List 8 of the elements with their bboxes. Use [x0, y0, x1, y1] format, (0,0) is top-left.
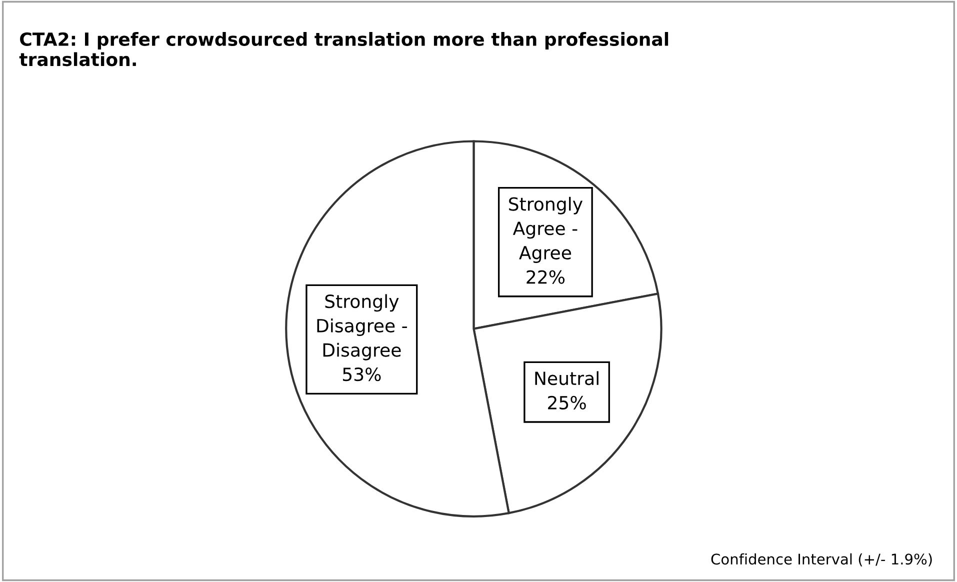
slice-label: Strongly Agree - Agree	[509, 196, 583, 264]
slice-label: Neutral	[535, 371, 598, 386]
chart-title: CTA2: I prefer crowdsourced translation more than professional translation.	[19, 32, 668, 66]
data-label: 22%	[526, 270, 565, 284]
text: Confidence Interval (+/- 1.9%)	[711, 553, 932, 566]
slice-label: Strongly Disagree - Disagree	[317, 294, 407, 360]
data-label: 25%	[548, 396, 586, 410]
data-label: 53%	[343, 368, 381, 382]
